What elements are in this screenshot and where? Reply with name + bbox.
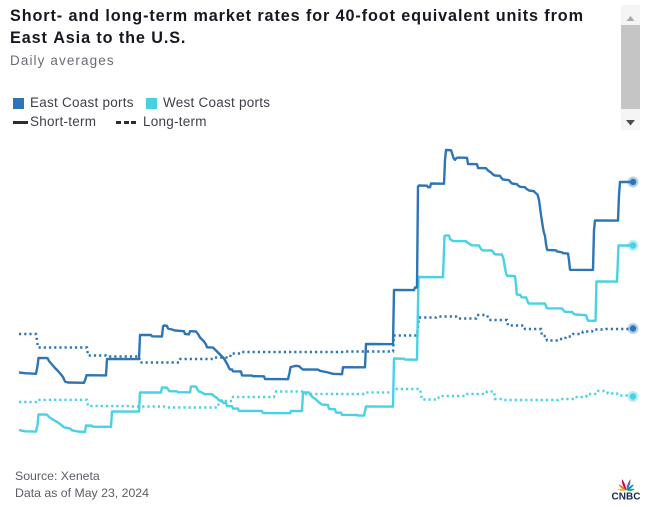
svg-text:CNBC: CNBC [612,492,641,503]
